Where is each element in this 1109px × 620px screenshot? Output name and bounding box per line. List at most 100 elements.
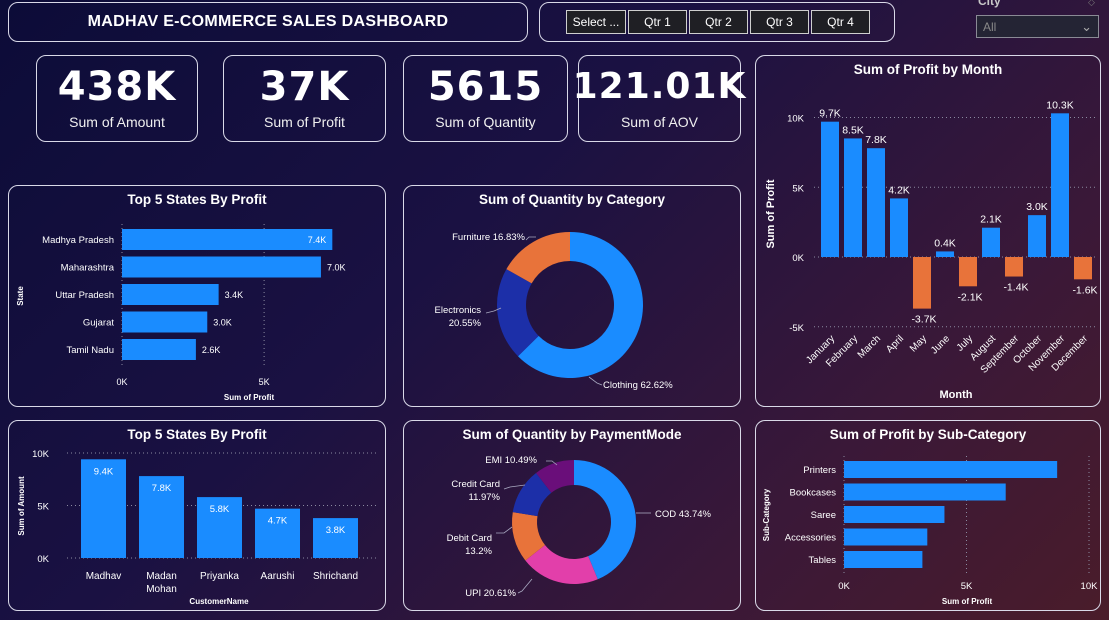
data-label: 7.8K: [152, 483, 172, 494]
slice-label: COD 43.74%: [655, 509, 712, 520]
slice-label: Furniture 16.83%: [452, 232, 525, 243]
data-label: 0.4K: [934, 237, 956, 249]
y-tick-label: -5K: [789, 323, 804, 334]
slice-label: 20.55%: [449, 318, 482, 329]
x-tick-label: Madhav: [86, 571, 122, 582]
slicer-qtr4-button[interactable]: Qtr 4: [811, 10, 870, 34]
slice-label: Clothing 62.62%: [603, 380, 673, 391]
kpi-card-amount: 438K Sum of Amount: [36, 55, 198, 142]
x-tick-label: 5K: [961, 581, 973, 592]
chart-title: Sum of Quantity by PaymentMode: [462, 427, 682, 442]
leader-line: [525, 236, 536, 241]
bar: [81, 459, 126, 558]
donut-slice: [512, 472, 552, 517]
category-quantity-chart: Clothing 62.62% Electronics 20.55% Furnitur…: [435, 232, 673, 391]
x-tick-label: Mohan: [146, 584, 177, 595]
y-tick-label: Accessories: [785, 533, 836, 544]
chevron-down-icon: ⌄: [1081, 18, 1092, 34]
bar: [122, 256, 321, 278]
city-filter-label: City: [978, 0, 1001, 8]
bar: [890, 198, 908, 257]
y-tick-label: 0K: [792, 253, 804, 264]
x-axis-title: Sum of Profit: [224, 393, 275, 402]
x-tick-label: Priyanka: [200, 571, 239, 582]
data-label: -3.7K: [911, 314, 936, 326]
slicer-qtr1-button[interactable]: Qtr 1: [628, 10, 687, 34]
x-tick-label: 0K: [838, 581, 850, 592]
month-profit-chart: 10K5K0K-5K9.7KJanuary8.5KFebruary7.8KMar…: [765, 99, 1098, 401]
y-axis-title: Sum of Profit: [765, 179, 777, 248]
bar: [844, 138, 862, 257]
slicer-select-all-button[interactable]: Select ...: [566, 10, 626, 34]
y-tick-label: Tables: [809, 555, 837, 566]
kpi-card-quantity: 5615 Sum of Quantity: [403, 55, 568, 142]
kpi-card-profit: 37K Sum of Profit: [223, 55, 386, 142]
y-tick-label: Bookcases: [790, 488, 837, 499]
leader-line: [517, 578, 533, 594]
kpi-label: Sum of Quantity: [435, 114, 536, 130]
subcategory-profit-chart-card: Sum of Profit by Sub-Category 0K 5K 10K Pri…: [755, 420, 1101, 611]
bar: [313, 518, 358, 558]
y-tick-label: Printers: [803, 465, 836, 476]
x-tick-label: Shrichand: [313, 571, 358, 582]
city-filter-sort-icon: ◇: [1088, 0, 1095, 7]
slice-label: 13.2%: [465, 546, 492, 557]
slicer-qtr3-button[interactable]: Qtr 3: [750, 10, 809, 34]
bar: [122, 311, 208, 333]
x-tick-label: 5K: [259, 377, 270, 387]
donut-slice: [536, 460, 574, 493]
data-label: 3.0K: [1026, 201, 1048, 213]
bar: [913, 257, 931, 309]
bar: [122, 339, 196, 360]
y-tick-label: 10K: [787, 114, 805, 125]
customer-amount-chart: 10K 5K 0K 9.4K Madhav 7.8K Madan Mohan 5.8K Priya…: [17, 449, 379, 606]
bar: [1028, 215, 1046, 257]
slice-label: 11.97%: [468, 492, 500, 503]
data-label: 8.5K: [842, 124, 864, 136]
city-filter-value: All: [983, 19, 997, 34]
kpi-value: 121.01K: [572, 66, 747, 107]
slice-label: Electronics: [435, 305, 482, 316]
bar: [1005, 257, 1023, 277]
month-profit-chart-card: Sum of Profit by Month 10K 5K 0K -5K 9.7K Jan…: [755, 55, 1101, 407]
slicer-qtr2-button[interactable]: Qtr 2: [689, 10, 748, 34]
chart-title: Top 5 States By Profit: [127, 192, 267, 207]
chart-title: Sum of Quantity by Category: [478, 192, 666, 207]
slice-label: Debit Card: [447, 533, 492, 544]
city-filter-dropdown[interactable]: All ⌄: [976, 15, 1099, 38]
bar: [821, 121, 839, 257]
bar: [959, 257, 977, 287]
kpi-card-aov: 121.01K Sum of AOV: [573, 55, 745, 142]
x-tick-label: March: [856, 333, 883, 360]
x-tick-label: May: [908, 333, 929, 354]
data-label: -1.4K: [1003, 282, 1028, 294]
y-tick-label: Madhya Pradesh: [42, 235, 114, 246]
bar: [844, 483, 1006, 501]
category-quantity-chart-card: Sum of Quantity by Category Clothing 62.…: [403, 185, 741, 407]
y-tick-label: Saree: [811, 510, 836, 521]
kpi-value: 438K: [57, 64, 177, 110]
x-axis-title: CustomerName: [189, 597, 249, 606]
data-label: 4.7K: [268, 516, 288, 527]
donut-slice: [525, 544, 598, 584]
y-tick-label: Maharashtra: [61, 263, 115, 274]
payment-quantity-chart: COD 43.74% UPI 20.61% Debit Card 13.2% Credi…: [447, 455, 712, 599]
y-tick-label: Gujarat: [83, 318, 115, 329]
slice-label: Credit Card: [451, 479, 500, 490]
y-tick-label: Uttar Pradesh: [55, 290, 114, 301]
bar: [255, 508, 300, 558]
bar: [844, 528, 928, 546]
data-label: 3.4K: [225, 290, 244, 300]
dashboard-title: MADHAV E-COMMERCE SALES DASHBOARD: [87, 13, 449, 30]
x-axis-title: Month: [940, 389, 973, 401]
data-label: 9.7K: [819, 108, 841, 120]
x-tick-label: April: [884, 333, 906, 355]
data-label: 7.4K: [308, 235, 327, 245]
quarter-slicer: Select ... Qtr 1 Qtr 2 Qtr 3 Qtr 4: [539, 2, 895, 42]
kpi-value: 37K: [259, 64, 350, 110]
donut-slice: [497, 269, 539, 357]
y-axis-title: Sub-Category: [762, 488, 771, 541]
chart-title: Sum of Profit by Sub-Category: [829, 427, 1027, 442]
bar: [936, 251, 954, 257]
data-label: 5.8K: [210, 504, 230, 515]
